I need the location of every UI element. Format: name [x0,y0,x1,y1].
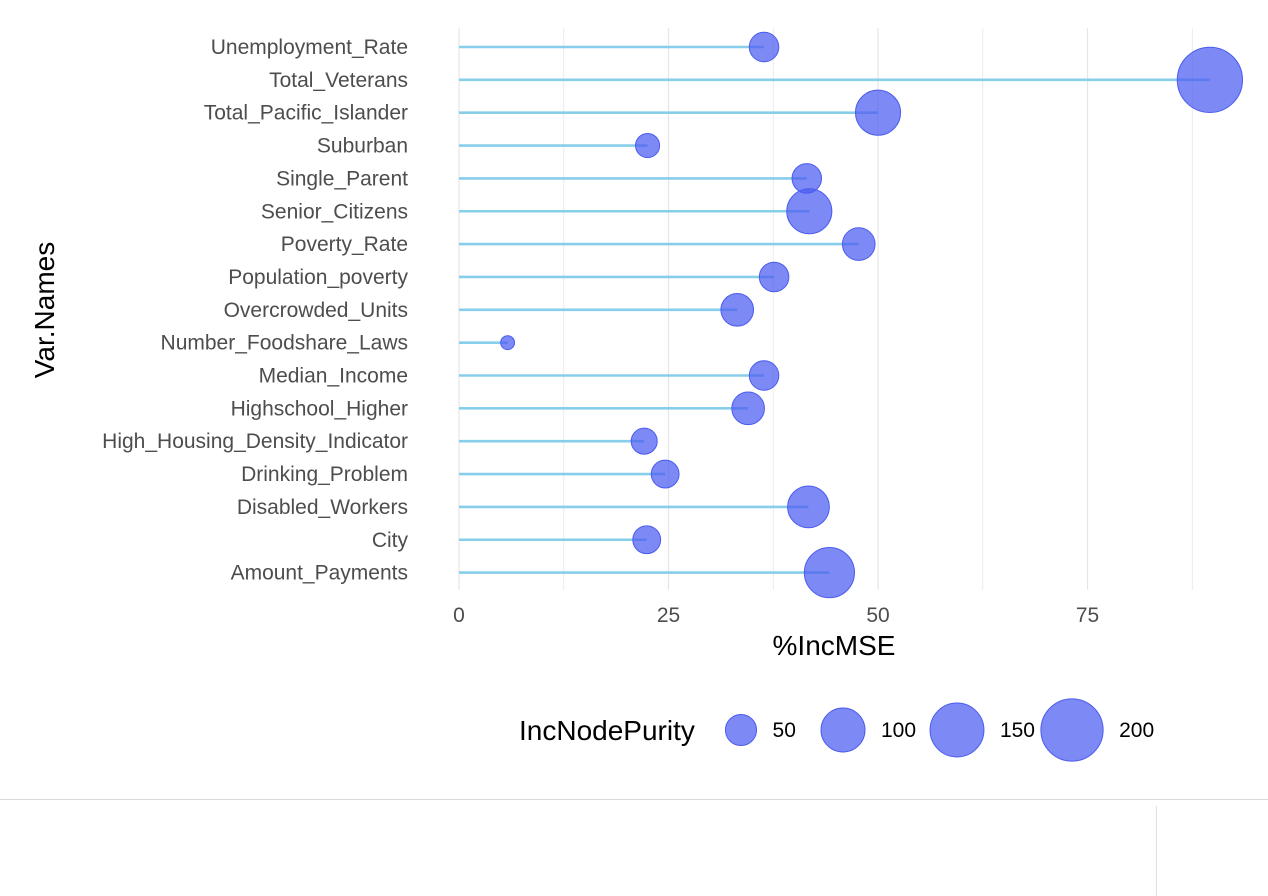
lollipop-point [632,525,662,555]
y-tick-label: Single_Parent [276,167,408,190]
panel-divider [1156,806,1157,896]
lollipop-point [635,133,661,159]
y-tick-label: Number_Foodshare_Laws [161,332,408,355]
lollipop-point [803,547,855,599]
y-tick-label: High_Housing_Density_Indicator [102,430,408,453]
y-tick-label: Drinking_Problem [241,463,408,486]
lollipop-point [748,31,780,63]
x-tick-label: 75 [1076,604,1099,627]
size-legend: IncNodePurity 50 100 150 200 [519,698,1154,762]
bottom-panel [0,799,1268,896]
y-tick-label: Median_Income [259,365,408,388]
lollipop-point [786,188,833,235]
legend-label: 200 [1119,719,1154,742]
x-axis-title: %IncMSE [773,630,896,661]
y-tick-label: Poverty_Rate [281,233,408,256]
lollipop-point [1176,46,1244,113]
legend-label: 100 [881,719,916,742]
y-tick-label: City [372,529,409,552]
legend-label: 150 [1000,719,1035,742]
legend-symbol [724,713,758,747]
y-tick-label: Senior_Citizens [261,200,408,223]
lollipop-point [630,427,658,455]
x-tick-label: 25 [657,604,680,627]
lollipop-point [841,227,876,261]
legend-title: IncNodePurity [519,715,695,746]
lollipop-point [731,391,765,426]
x-tick-label: 0 [453,604,465,627]
lollipop-point [720,292,755,327]
legend-symbol [1040,698,1104,762]
y-tick-label: Highschool_Higher [231,397,408,420]
y-tick-label: Disabled_Workers [237,496,408,519]
y-tick-label: Amount_Payments [231,562,408,585]
y-tick-label: Suburban [317,135,408,158]
lollipop-points [500,31,1244,599]
lollipop-point [854,89,902,136]
y-axis-title: Var.Names [29,242,60,378]
y-tick-label: Unemployment_Rate [211,36,408,59]
lollipop-point [500,335,516,351]
legend-symbol [929,702,985,758]
y-tick-label: Total_Pacific_Islander [204,102,408,125]
lollipop-segments [459,45,1210,574]
x-tick-labels: 0 25 50 75 [453,604,1099,627]
legend-entries: 50 100 150 200 [724,698,1154,762]
x-tick-label: 50 [866,604,889,627]
legend-symbol [820,707,866,753]
y-tick-label: Total_Veterans [269,69,408,92]
lollipop-chart: Unemployment_Rate Total_Veterans Total_Pac… [29,28,1244,762]
legend-label: 50 [773,719,796,742]
lollipop-point [748,360,780,391]
y-tick-label: Overcrowded_Units [224,299,408,322]
lollipop-point [650,459,680,489]
y-tick-label: Population_poverty [228,266,408,289]
lollipop-point [758,261,790,293]
y-tick-labels: Unemployment_Rate Total_Veterans Total_Pac… [102,36,408,585]
lollipop-point [787,485,830,529]
